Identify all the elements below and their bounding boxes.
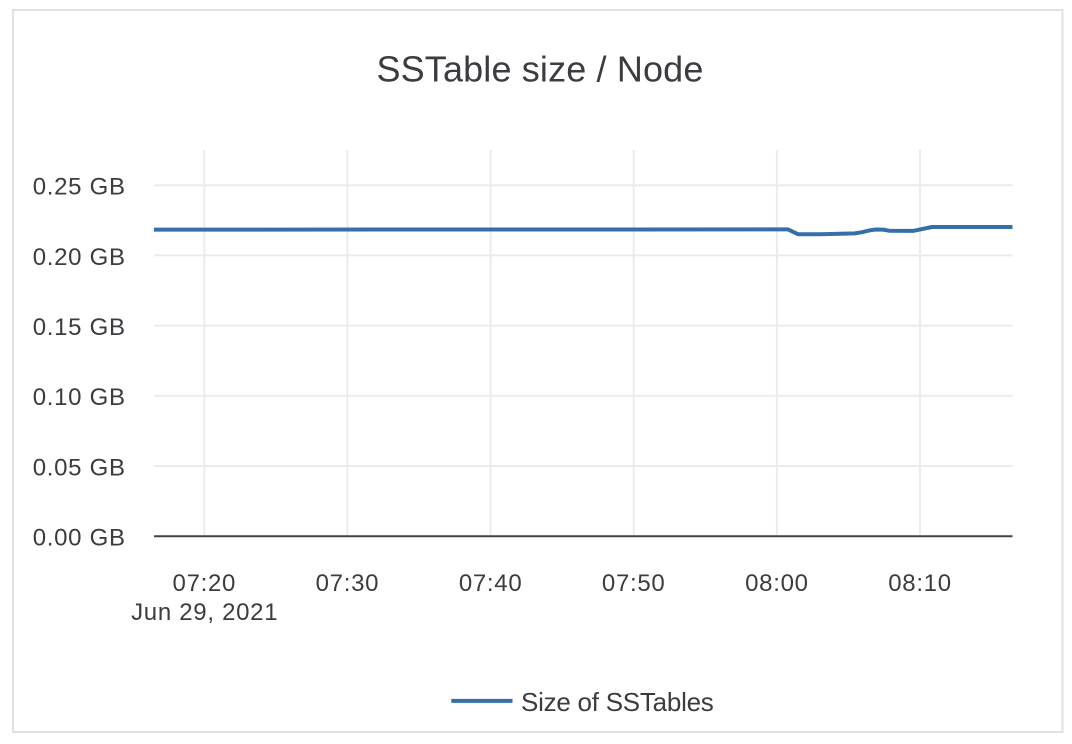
svg-text:0.20 GB: 0.20 GB: [33, 244, 126, 271]
svg-text:0.05 GB: 0.05 GB: [33, 454, 126, 481]
svg-text:0.25 GB: 0.25 GB: [33, 174, 126, 201]
svg-text:07:30: 07:30: [316, 570, 380, 597]
svg-text:Size of SSTables: Size of SSTables: [521, 687, 714, 717]
svg-text:SSTable size / Node: SSTable size / Node: [376, 48, 703, 89]
svg-text:08:00: 08:00: [745, 570, 809, 597]
svg-text:0.10 GB: 0.10 GB: [33, 384, 126, 411]
svg-text:08:10: 08:10: [888, 570, 952, 597]
svg-text:07:50: 07:50: [602, 570, 666, 597]
svg-text:0.15 GB: 0.15 GB: [33, 314, 126, 341]
svg-text:0.00 GB: 0.00 GB: [33, 525, 126, 552]
svg-text:07:40: 07:40: [459, 570, 523, 597]
svg-text:07:20: 07:20: [173, 570, 237, 597]
svg-text:Jun 29, 2021: Jun 29, 2021: [131, 599, 278, 626]
